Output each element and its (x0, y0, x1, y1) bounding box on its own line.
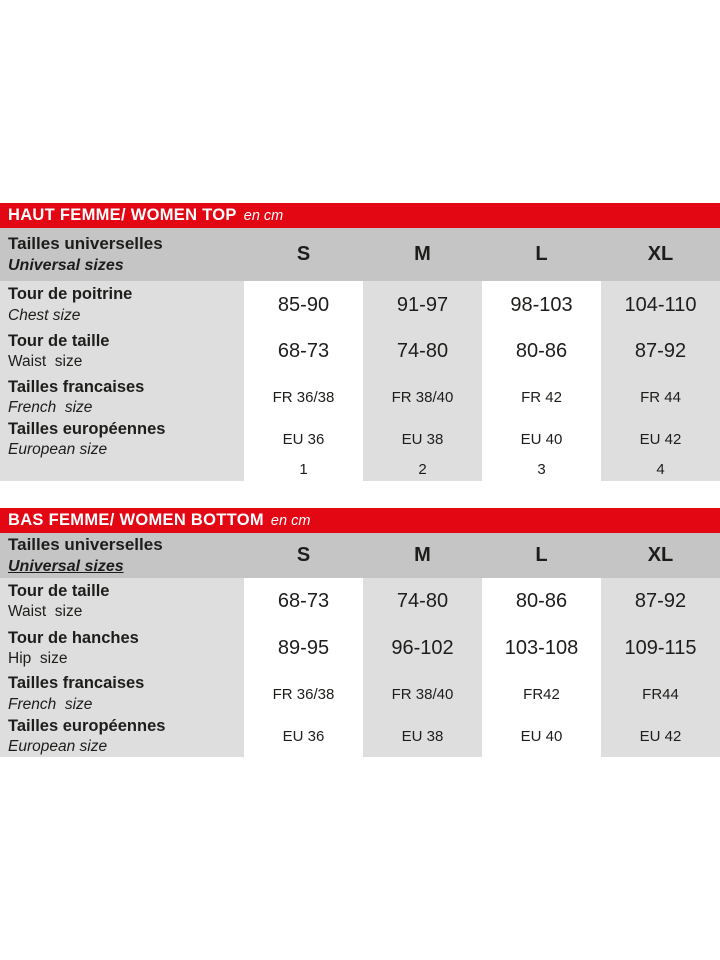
size-value: 1 (244, 458, 363, 481)
row-label-fr: Tailles européennes (8, 716, 166, 735)
size-value: EU 42 (601, 716, 720, 757)
row-label-fr: Tailles européennes (8, 419, 166, 438)
row-label-cell: Tour de poitrine Chest size (0, 281, 244, 329)
row-label-cell: Tailles européennes European size (0, 716, 244, 757)
size-value: 91-97 (363, 281, 482, 329)
size-header-row: Tailles universelles Universal sizes S M L XL (0, 533, 720, 578)
table-row: Tour de taille Waist size 68-73 74-80 80-86 8… (0, 578, 720, 625)
table-row: Tour de taille Waist size 68-73 74-80 80-86 8… (0, 329, 720, 374)
size-value: FR 44 (601, 374, 720, 421)
row-label-fr: Tour de taille (8, 331, 110, 350)
row-label-cell: Tailles francaises French size (0, 672, 244, 716)
corner-label-fr: Tailles universelles (8, 534, 163, 554)
row-label-en: Chest size (8, 306, 81, 324)
row-label-en: European size (8, 441, 108, 459)
column-header-l: L (535, 243, 548, 265)
table-title-bar: HAUT FEMME/ WOMEN TOP en cm (0, 203, 720, 228)
size-value: EU 40 (482, 421, 601, 458)
row-label-fr: Tailles francaises (8, 674, 145, 693)
size-value: FR 38/40 (363, 672, 482, 716)
table-title: BAS FEMME/ WOMEN BOTTOM (8, 511, 264, 529)
size-value: 74-80 (363, 578, 482, 625)
size-value: 87-92 (601, 329, 720, 374)
row-label-cell: Tour de taille Waist size (0, 329, 244, 374)
size-value: 3 (482, 458, 601, 481)
row-label-cell: Tour de hanches Hip size (0, 625, 244, 672)
size-value: 4 (601, 458, 720, 481)
column-header-m: M (414, 544, 431, 566)
column-header-s: S (296, 544, 311, 566)
unit-label: en cm (243, 207, 284, 224)
universal-sizes-header: Tailles universelles Universal sizes (0, 228, 244, 281)
size-value: EU 36 (244, 716, 363, 757)
table-row: Tailles francaises French size FR 36/38 FR … (0, 672, 720, 716)
row-label-cell: Tailles européennes European size (0, 419, 244, 459)
row-label-en: European size (8, 738, 108, 756)
table-title: HAUT FEMME/ WOMEN TOP (8, 206, 237, 224)
size-value: FR42 (482, 672, 601, 716)
column-header-m: M (414, 243, 431, 265)
table-row: Tour de poitrine Chest size 85-90 91-97 98-1… (0, 281, 720, 329)
row-label-fr: Tour de hanches (8, 628, 139, 647)
row-label-fr: Tour de taille (8, 581, 110, 600)
row-label-en: French size (8, 695, 93, 713)
row-label-cell (0, 458, 244, 481)
row-label-en: Waist size (8, 603, 83, 621)
row-label-en: Hip size (8, 650, 68, 668)
size-value: EU 38 (363, 716, 482, 757)
size-value: 104-110 (601, 281, 720, 329)
table-row: Tailles francaises French size FR 36/38 FR … (0, 374, 720, 421)
size-value: 2 (363, 458, 482, 481)
size-value: EU 40 (482, 716, 601, 757)
column-header-l: L (535, 544, 548, 566)
size-value: 80-86 (482, 329, 601, 374)
size-value: 103-108 (482, 625, 601, 672)
size-value: FR44 (601, 672, 720, 716)
table-row: Tailles européennes European size EU 36 EU … (0, 419, 720, 459)
row-label-cell: Tour de taille Waist size (0, 578, 244, 625)
size-header-row: Tailles universelles Universal sizes S M L XL (0, 228, 720, 281)
universal-sizes-header: Tailles universelles Universal sizes (0, 533, 244, 578)
size-chart-women-bottom: BAS FEMME/ WOMEN BOTTOM en cm Tailles univ… (0, 508, 720, 757)
size-value: 68-73 (244, 578, 363, 625)
size-value: 87-92 (601, 578, 720, 625)
size-value: 98-103 (482, 281, 601, 329)
size-value: 80-86 (482, 578, 601, 625)
row-label-fr: Tailles francaises (8, 377, 145, 396)
size-value: EU 38 (363, 421, 482, 458)
size-value: FR 36/38 (244, 374, 363, 421)
size-value: 109-115 (601, 625, 720, 672)
size-value: EU 36 (244, 421, 363, 458)
table-row: Tour de hanches Hip size 89-95 96-102 103-10… (0, 625, 720, 672)
unit-label: en cm (270, 512, 311, 529)
size-chart-women-top: HAUT FEMME/ WOMEN TOP en cm Tailles univer… (0, 203, 720, 481)
column-header-xl: XL (647, 243, 674, 265)
table-title-bar: BAS FEMME/ WOMEN BOTTOM en cm (0, 508, 720, 533)
size-value: 85-90 (244, 281, 363, 329)
size-value: 68-73 (244, 329, 363, 374)
row-label-en: Waist size (8, 353, 83, 371)
row-label-en: French size (8, 399, 93, 417)
corner-label-en: Universal sizes (8, 557, 124, 575)
size-value: FR 36/38 (244, 672, 363, 716)
column-header-xl: XL (647, 544, 674, 566)
table-row: Tailles européennes European size EU 36 EU … (0, 716, 720, 757)
size-value: FR 38/40 (363, 374, 482, 421)
corner-label-en: Universal sizes (8, 256, 124, 274)
size-value: EU 42 (601, 421, 720, 458)
size-value: 96-102 (363, 625, 482, 672)
size-value: 74-80 (363, 329, 482, 374)
row-label-cell: Tailles francaises French size (0, 374, 244, 421)
corner-label-fr: Tailles universelles (8, 233, 163, 253)
column-header-s: S (296, 243, 311, 265)
size-value: 89-95 (244, 625, 363, 672)
size-value: FR 42 (482, 374, 601, 421)
row-label-fr: Tour de poitrine (8, 285, 133, 304)
